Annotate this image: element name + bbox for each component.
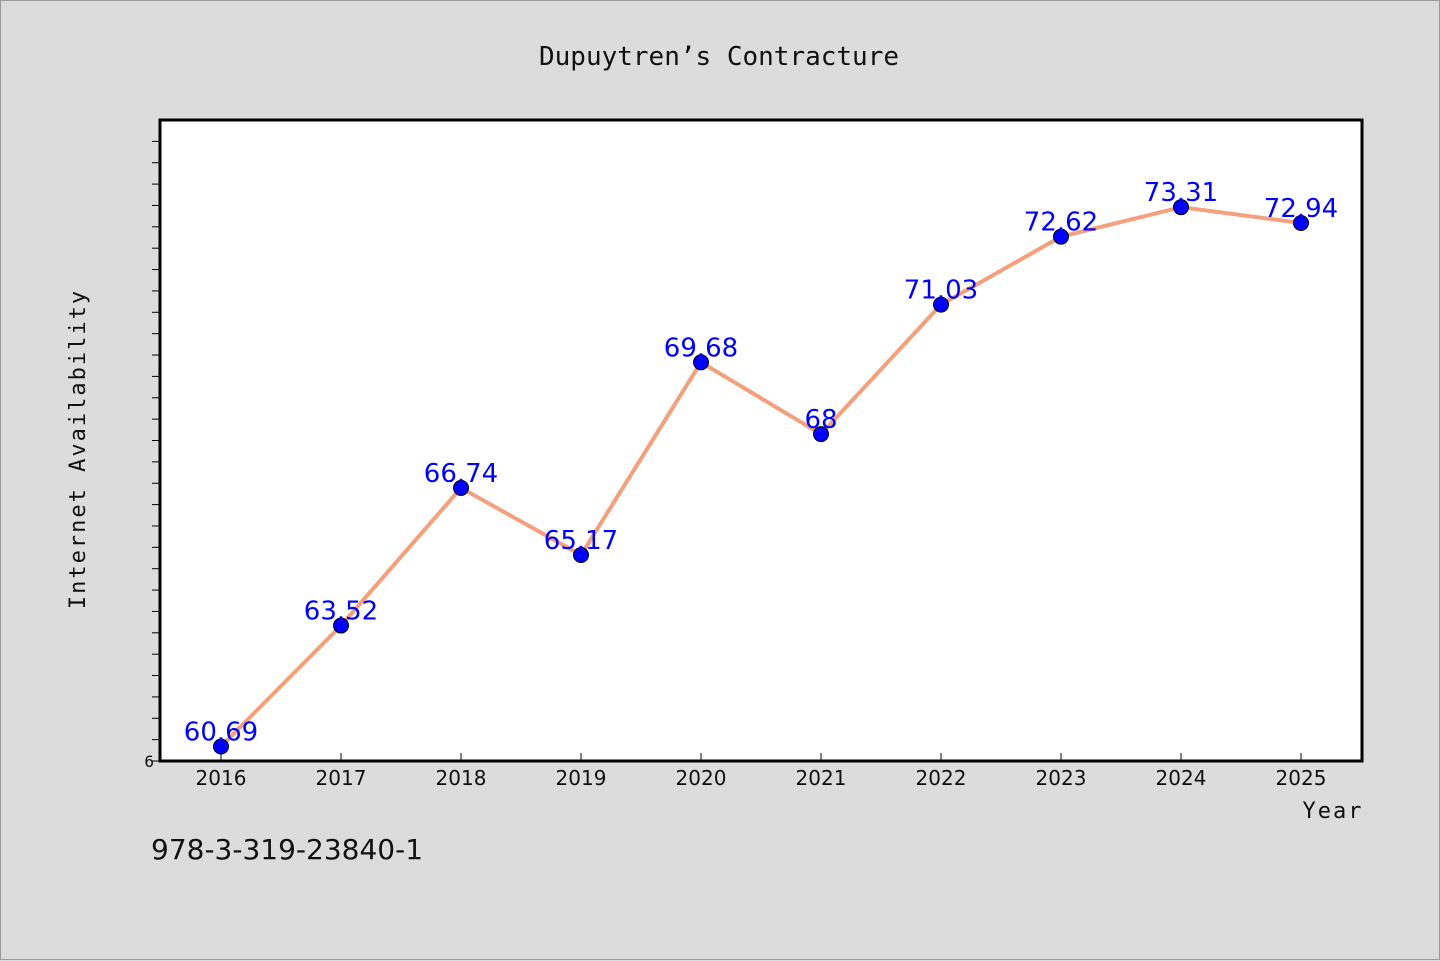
data-label: 60.69	[184, 717, 258, 747]
data-point	[1293, 214, 1309, 231]
series-layer: 60.69 63.52 66.74 65.17 69.68 68 71.03 72.62 73.…	[184, 178, 1338, 755]
x-axis-label: Year	[1303, 799, 1364, 824]
data-label: 65.17	[544, 526, 618, 556]
x-tick-label: 2020	[676, 766, 727, 790]
series-line	[219, 205, 1303, 749]
x-tick-label: 2017	[316, 766, 367, 790]
data-label: 71.03	[904, 276, 978, 306]
data-point	[213, 738, 229, 755]
x-tick-label: 2022	[916, 766, 967, 790]
data-point	[453, 479, 469, 496]
data-point	[573, 547, 589, 564]
x-tick-label: 2019	[556, 766, 607, 790]
x-tick-label: 2021	[796, 766, 847, 790]
y-tick-label: 6	[144, 752, 154, 771]
x-tick-label: 2024	[1156, 766, 1207, 790]
y-axis-ticks: 6	[144, 140, 160, 771]
data-label: 73.31	[1144, 178, 1218, 208]
data-point	[1053, 228, 1069, 245]
footer-code: 978-3-319-23840-1	[151, 833, 424, 866]
data-label: 63.52	[304, 597, 378, 627]
data-point	[693, 354, 709, 371]
chart-title: Dupuytren’s Contracture	[539, 42, 899, 72]
x-tick-label: 2018	[436, 766, 487, 790]
data-label: 69.68	[664, 333, 738, 363]
x-tick-label: 2025	[1276, 766, 1327, 790]
x-tick-label: 2023	[1036, 766, 1087, 790]
data-point	[333, 617, 349, 634]
data-point	[813, 426, 829, 443]
y-axis-label: Internet Availability	[66, 289, 91, 609]
data-label: 66.74	[424, 459, 498, 489]
data-label: 72.62	[1024, 208, 1098, 238]
data-point	[1173, 199, 1189, 216]
data-label: 72.94	[1264, 194, 1338, 224]
data-label: 68	[804, 405, 837, 435]
plot-area	[158, 118, 1364, 763]
x-tick-label: 2016	[196, 766, 247, 790]
data-point	[933, 296, 949, 313]
x-axis-ticks: 2016 2017 2018 2019 2020 2021 2022 2023 2024 2025	[196, 753, 1327, 790]
